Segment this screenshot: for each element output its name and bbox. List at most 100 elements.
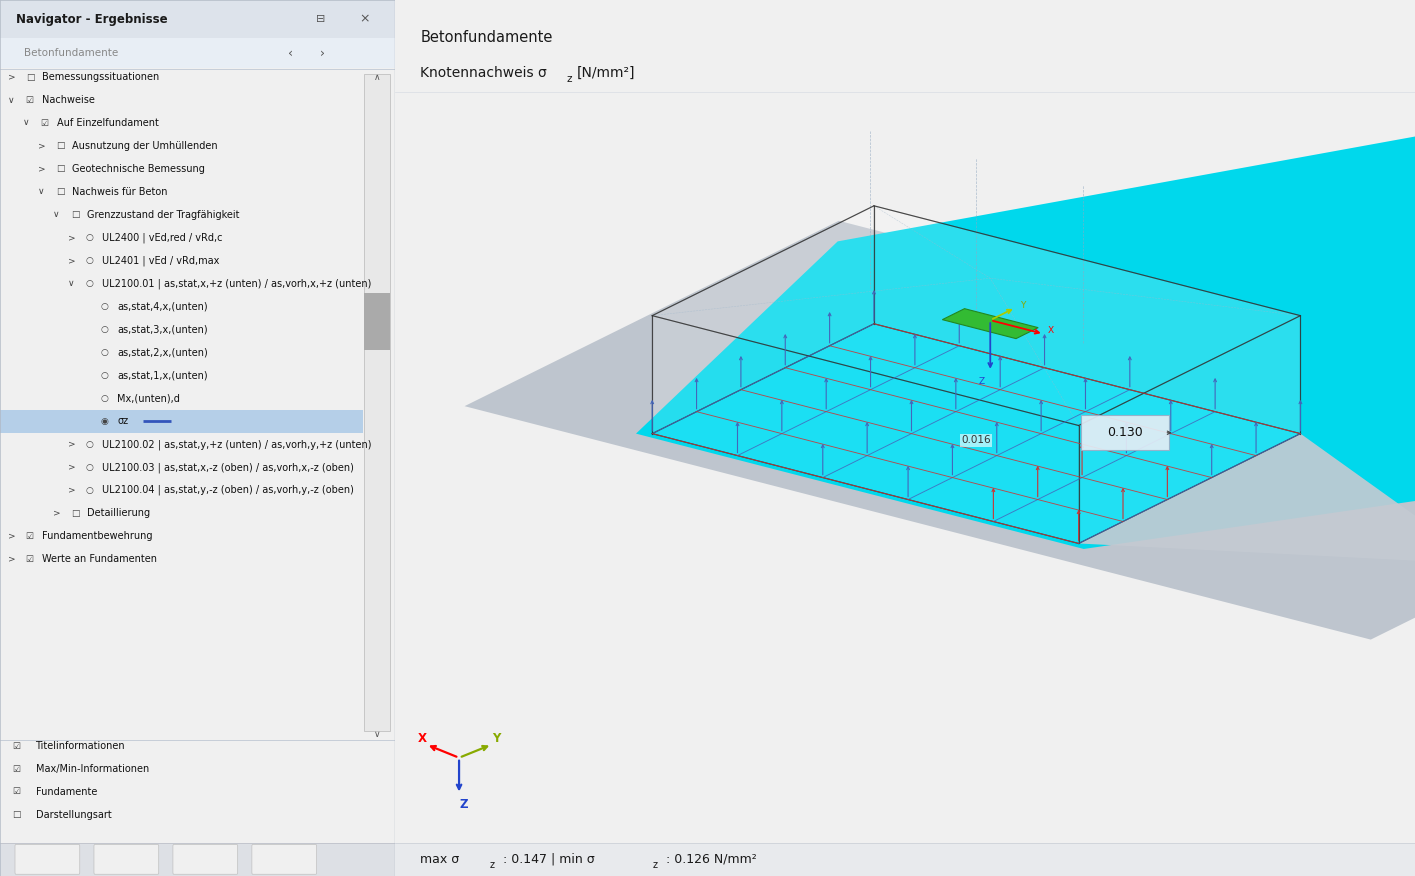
Text: Knotennachweis σ: Knotennachweis σ <box>420 66 548 80</box>
Text: 0.130: 0.130 <box>1107 427 1142 439</box>
FancyBboxPatch shape <box>16 844 79 874</box>
Text: Detaillierung: Detaillierung <box>88 508 150 519</box>
Text: ☑: ☑ <box>41 118 48 128</box>
Text: Titelinformationen: Titelinformationen <box>35 741 125 752</box>
Text: max σ: max σ <box>420 853 460 865</box>
FancyBboxPatch shape <box>0 38 395 68</box>
Text: ○: ○ <box>100 394 109 403</box>
Text: ∨: ∨ <box>52 210 59 219</box>
Text: Bemessungssituationen: Bemessungssituationen <box>42 72 160 82</box>
Text: ☑: ☑ <box>25 95 34 104</box>
Text: Geotechnische Bemessung: Geotechnische Bemessung <box>72 164 205 174</box>
Text: Z: Z <box>979 377 985 386</box>
Text: Fundamentbewehrung: Fundamentbewehrung <box>42 531 153 541</box>
Text: Nachweis für Beton: Nachweis für Beton <box>72 187 168 197</box>
Text: □: □ <box>55 165 64 173</box>
Text: ⊟: ⊟ <box>316 14 325 25</box>
Polygon shape <box>464 221 1415 639</box>
Text: ∨: ∨ <box>68 279 75 288</box>
Text: Z: Z <box>460 798 468 811</box>
FancyBboxPatch shape <box>1081 415 1169 450</box>
Text: □: □ <box>55 187 64 196</box>
Text: Darstellungsart: Darstellungsart <box>35 809 112 820</box>
Text: UL2100.03 | as,stat,x,-z (oben) / as,vorh,x,-z (oben): UL2100.03 | as,stat,x,-z (oben) / as,vor… <box>102 462 354 472</box>
Text: Auf Einzelfundament: Auf Einzelfundament <box>57 118 158 128</box>
Polygon shape <box>1078 434 1415 564</box>
Text: Fundamente: Fundamente <box>35 787 96 797</box>
Text: ☑: ☑ <box>11 742 20 751</box>
Text: Betonfundamente: Betonfundamente <box>24 48 117 59</box>
Text: ☑: ☑ <box>11 765 20 774</box>
Text: [N/mm²]: [N/mm²] <box>576 66 635 80</box>
Text: X: X <box>417 732 427 745</box>
Text: ∨: ∨ <box>23 118 30 128</box>
Text: ∨: ∨ <box>374 730 381 738</box>
Text: >: > <box>68 485 75 495</box>
Text: >: > <box>8 555 16 563</box>
Text: σz: σz <box>117 416 129 427</box>
Text: ∧: ∧ <box>374 73 381 81</box>
Polygon shape <box>652 315 1078 543</box>
Text: ∨: ∨ <box>38 187 44 196</box>
FancyBboxPatch shape <box>0 0 395 38</box>
Text: as,stat,3,x,(unten): as,stat,3,x,(unten) <box>117 324 208 335</box>
Text: UL2401 | vEd / vRd,max: UL2401 | vEd / vRd,max <box>102 256 219 266</box>
Text: ○: ○ <box>100 371 109 380</box>
Text: as,stat,1,x,(unten): as,stat,1,x,(unten) <box>117 371 208 380</box>
Text: Y: Y <box>491 732 499 745</box>
Text: ›: › <box>320 47 325 60</box>
Text: □: □ <box>25 73 34 81</box>
Polygon shape <box>635 90 1415 549</box>
Text: as,stat,4,x,(unten): as,stat,4,x,(unten) <box>117 301 208 312</box>
Text: ‹: ‹ <box>289 47 293 60</box>
Text: : 0.147 | min σ: : 0.147 | min σ <box>499 853 594 865</box>
Text: Max/Min-Informationen: Max/Min-Informationen <box>35 764 149 774</box>
Text: Betonfundamente: Betonfundamente <box>420 30 553 46</box>
FancyBboxPatch shape <box>0 843 395 876</box>
Text: ☑: ☑ <box>11 788 20 796</box>
Text: >: > <box>8 73 16 81</box>
Text: ∨: ∨ <box>8 95 14 104</box>
Polygon shape <box>652 206 874 434</box>
Polygon shape <box>942 308 1039 339</box>
Text: Grenzzustand der Tragfähigkeit: Grenzzustand der Tragfähigkeit <box>88 209 239 220</box>
Text: Y: Y <box>1020 300 1026 309</box>
Text: >: > <box>68 233 75 243</box>
FancyBboxPatch shape <box>395 843 1415 876</box>
Text: UL2100.01 | as,stat,x,+z (unten) / as,vorh,x,+z (unten): UL2100.01 | as,stat,x,+z (unten) / as,vo… <box>102 279 372 289</box>
Text: □: □ <box>55 141 64 151</box>
Text: ○: ○ <box>100 348 109 357</box>
FancyBboxPatch shape <box>0 410 364 433</box>
Polygon shape <box>652 324 1300 543</box>
Text: 0.016: 0.016 <box>961 435 990 445</box>
Text: UL2400 | vEd,red / vRd,c: UL2400 | vEd,red / vRd,c <box>102 232 222 243</box>
Text: as,stat,2,x,(unten): as,stat,2,x,(unten) <box>117 348 208 357</box>
Text: >: > <box>68 440 75 449</box>
Polygon shape <box>652 206 1300 426</box>
Text: ◉: ◉ <box>100 417 109 426</box>
Text: z: z <box>566 74 572 84</box>
Polygon shape <box>1078 315 1300 543</box>
Text: z: z <box>490 859 495 870</box>
Text: Werte an Fundamenten: Werte an Fundamenten <box>42 554 157 564</box>
FancyBboxPatch shape <box>364 293 389 350</box>
Polygon shape <box>874 206 1300 434</box>
Text: X: X <box>1047 326 1054 335</box>
Text: ○: ○ <box>100 325 109 334</box>
Text: >: > <box>8 532 16 540</box>
Text: ○: ○ <box>100 302 109 311</box>
Text: UL2100.02 | as,stat,y,+z (unten) / as,vorh,y,+z (unten): UL2100.02 | as,stat,y,+z (unten) / as,vo… <box>102 439 372 449</box>
Text: : 0.126 N/mm²: : 0.126 N/mm² <box>662 853 757 865</box>
Text: □: □ <box>71 509 79 518</box>
Text: Mx,(unten),d: Mx,(unten),d <box>117 393 180 404</box>
FancyBboxPatch shape <box>173 844 238 874</box>
Text: ○: ○ <box>86 463 93 472</box>
FancyBboxPatch shape <box>93 844 158 874</box>
Text: ○: ○ <box>86 279 93 288</box>
Text: ×: × <box>359 13 369 25</box>
Text: UL2100.04 | as,stat,y,-z (oben) / as,vorh,y,-z (oben): UL2100.04 | as,stat,y,-z (oben) / as,vor… <box>102 485 354 496</box>
Text: Ausnutzung der Umhüllenden: Ausnutzung der Umhüllenden <box>72 141 218 151</box>
Text: >: > <box>38 165 45 173</box>
Text: >: > <box>68 256 75 265</box>
FancyBboxPatch shape <box>252 844 317 874</box>
